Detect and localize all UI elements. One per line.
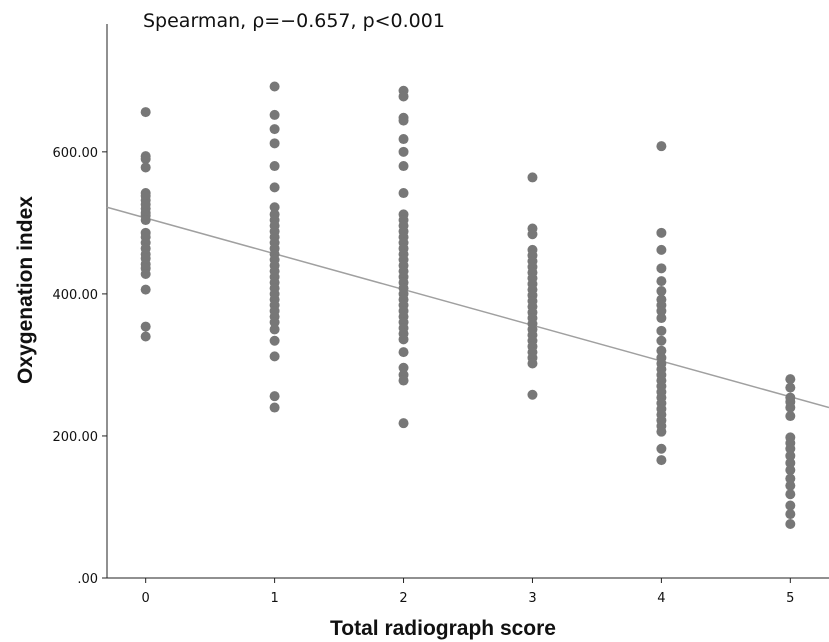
- data-point: [398, 347, 409, 358]
- data-point: [398, 146, 409, 157]
- data-point: [656, 443, 667, 454]
- data-point: [140, 269, 151, 280]
- data-point: [785, 374, 796, 385]
- y-tick-label: 200.00: [53, 430, 99, 445]
- data-point: [656, 305, 667, 316]
- data-point: [656, 227, 667, 238]
- data-point: [398, 188, 409, 199]
- data-point: [269, 138, 280, 149]
- data-point: [398, 161, 409, 172]
- x-tick-label: 4: [657, 591, 665, 606]
- data-point: [785, 411, 796, 422]
- data-point: [656, 455, 667, 466]
- data-point: [269, 124, 280, 135]
- data-point: [785, 500, 796, 511]
- x-tick-label: 5: [786, 591, 794, 606]
- data-point: [269, 317, 280, 328]
- data-point: [785, 509, 796, 520]
- data-point: [785, 473, 796, 484]
- data-point: [656, 141, 667, 152]
- x-tick-label: 3: [528, 591, 536, 606]
- data-point: [140, 321, 151, 332]
- data-point: [656, 313, 667, 324]
- data-points: [140, 81, 796, 530]
- data-point: [398, 418, 409, 429]
- data-point: [785, 382, 796, 393]
- data-point: [656, 335, 667, 346]
- data-point: [269, 324, 280, 335]
- data-point: [269, 335, 280, 346]
- data-point: [656, 286, 667, 297]
- data-point: [785, 519, 796, 530]
- y-tick-label: .00: [77, 572, 98, 587]
- data-point: [656, 263, 667, 274]
- data-point: [140, 331, 151, 342]
- data-point: [269, 182, 280, 193]
- x-tick-label: 1: [270, 591, 278, 606]
- data-point: [527, 389, 538, 400]
- data-point: [398, 362, 409, 373]
- data-point: [140, 153, 151, 164]
- data-point: [269, 202, 280, 213]
- data-point: [269, 109, 280, 120]
- data-point: [656, 276, 667, 287]
- data-point: [785, 465, 796, 476]
- x-axis-label: Total radiograph score: [330, 617, 556, 640]
- data-point: [398, 91, 409, 102]
- data-point: [785, 450, 796, 461]
- data-point: [398, 134, 409, 145]
- chart-title: Spearman, ρ=−0.657, p<0.001: [143, 10, 445, 32]
- data-point: [140, 162, 151, 173]
- x-tick-label: 0: [142, 591, 150, 606]
- data-point: [398, 375, 409, 386]
- data-point: [785, 480, 796, 491]
- fit-line-group: [106, 206, 829, 409]
- data-point: [140, 107, 151, 118]
- fit-line: [106, 206, 829, 409]
- data-point: [398, 334, 409, 345]
- data-point: [140, 284, 151, 295]
- data-point: [269, 391, 280, 402]
- data-point: [656, 426, 667, 437]
- data-point: [269, 402, 280, 413]
- data-point: [785, 489, 796, 500]
- data-point: [398, 115, 409, 126]
- y-tick-label: 600.00: [53, 146, 99, 161]
- data-point: [656, 345, 667, 356]
- data-point: [656, 325, 667, 336]
- x-tick-label: 2: [399, 591, 407, 606]
- y-tick-label: 400.00: [53, 288, 99, 303]
- axes: .00 200.00 400.00 600.00 0 1 2 3 4 5: [53, 24, 829, 606]
- data-point: [527, 229, 538, 240]
- data-point: [269, 161, 280, 172]
- data-point: [140, 215, 151, 226]
- data-point: [527, 172, 538, 183]
- data-point: [785, 443, 796, 454]
- data-point: [785, 402, 796, 413]
- data-point: [656, 244, 667, 255]
- data-point: [269, 81, 280, 92]
- data-point: [527, 358, 538, 369]
- data-point: [785, 457, 796, 468]
- data-point: [269, 351, 280, 362]
